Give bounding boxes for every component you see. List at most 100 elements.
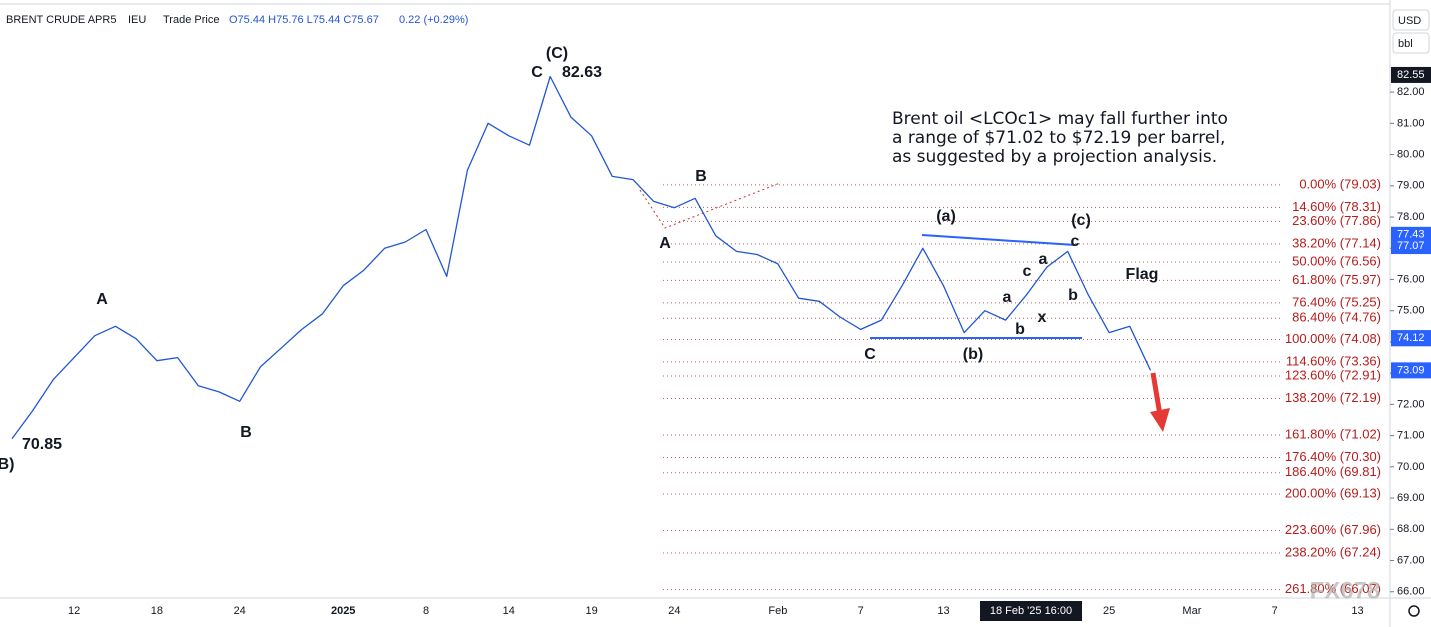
wave-label: (a) bbox=[936, 208, 956, 225]
fib-label: 238.20% (67.24) bbox=[1285, 544, 1381, 559]
price-marker-label: 82.55 bbox=[1397, 69, 1425, 81]
wave-label: B bbox=[695, 168, 707, 185]
wave-label: B) bbox=[0, 456, 14, 473]
fib-label: 261.80% (66.07) bbox=[1285, 581, 1381, 596]
wave-label: (b) bbox=[963, 346, 983, 363]
price-type: Trade Price bbox=[163, 14, 219, 26]
fib-label: 161.80% (71.02) bbox=[1285, 426, 1381, 441]
settings-icon[interactable] bbox=[1408, 605, 1420, 617]
x-tick-label: 13 bbox=[1351, 605, 1363, 617]
x-tick-label: 7 bbox=[1272, 605, 1278, 617]
symbol: BRENT CRUDE APR5 bbox=[6, 14, 116, 26]
crosshair-box bbox=[980, 601, 1082, 621]
fib-levels: 0.00% (79.03) 14.60% (78.31)23.60% (77.86… bbox=[663, 176, 1381, 596]
price-marker bbox=[1391, 362, 1431, 379]
unit-selectors: USD bbl bbox=[1392, 9, 1430, 54]
x-tick-label: 12 bbox=[68, 605, 80, 617]
wave-labels: (C) C 82.63 B A A B 70.85 B) (a) (b) (c)… bbox=[0, 45, 1158, 473]
note-line: as suggested by a projection analysis. bbox=[892, 147, 1217, 167]
y-tick-label: 80.00 bbox=[1397, 148, 1425, 160]
y-tick-label: 82.00 bbox=[1397, 86, 1425, 98]
x-tick-label: Feb bbox=[768, 605, 787, 617]
note-line: Brent oil <LCOc1> may fall further into bbox=[892, 109, 1228, 129]
y-tick-label: 81.00 bbox=[1397, 117, 1425, 129]
note: Brent oil <LCOc1> may fall further into … bbox=[892, 109, 1228, 167]
fib-label: 61.80% (75.97) bbox=[1292, 272, 1381, 287]
fib-label: 176.40% (70.30) bbox=[1285, 449, 1381, 464]
note-line: a range of $71.02 to $72.19 per barrel, bbox=[892, 128, 1225, 148]
x-tick-label: 8 bbox=[423, 605, 429, 617]
x-tick-label: 2025 bbox=[331, 605, 355, 617]
y-tick-label: 69.00 bbox=[1397, 492, 1425, 504]
y-tick-label: 68.00 bbox=[1397, 523, 1425, 535]
plot bbox=[11, 75, 1152, 440]
fib-label: 23.60% (77.86) bbox=[1292, 213, 1381, 228]
y-tick-label: 75.00 bbox=[1397, 305, 1425, 317]
y-tick-label: 67.00 bbox=[1397, 554, 1425, 566]
fib-label: 76.40% (75.25) bbox=[1292, 294, 1381, 309]
unit-button[interactable] bbox=[1392, 32, 1430, 54]
price-line bbox=[11, 75, 1152, 440]
wave-label: C bbox=[531, 64, 543, 81]
wave-label: a bbox=[1039, 251, 1048, 268]
fib-label: 38.20% (77.14) bbox=[1292, 235, 1381, 250]
wave-label: c bbox=[1071, 233, 1080, 250]
x-tick-label: 14 bbox=[503, 605, 515, 617]
wave-label: a bbox=[1003, 289, 1012, 306]
wave-label: A bbox=[96, 291, 108, 308]
y-tick-label: 71.00 bbox=[1397, 430, 1425, 442]
wave-label: (c) bbox=[1071, 212, 1091, 229]
wave-label: (C) bbox=[546, 45, 568, 62]
y-tick-label: 70.00 bbox=[1397, 461, 1425, 473]
price-marker-label: 74.12 bbox=[1397, 332, 1425, 344]
wave-label: b bbox=[1015, 321, 1025, 338]
x-tick-label: 13 bbox=[937, 605, 949, 617]
price-marker bbox=[1391, 66, 1431, 83]
fib-label: 223.60% (67.96) bbox=[1285, 522, 1381, 537]
x-tick-label: 24 bbox=[234, 605, 246, 617]
price-marker-label: 77.43 bbox=[1397, 229, 1425, 241]
x-tick-label: 25 bbox=[1103, 605, 1115, 617]
wave-label: c bbox=[1023, 263, 1032, 280]
y-tick-label: 76.00 bbox=[1397, 273, 1425, 285]
flag-top-line bbox=[921, 234, 1076, 246]
y-tick-label: 72.00 bbox=[1397, 398, 1425, 410]
fib-label: 14.60% (78.31) bbox=[1292, 199, 1381, 214]
arrow-head bbox=[1150, 408, 1170, 432]
fib-label: 123.60% (72.91) bbox=[1285, 367, 1381, 382]
wave-label: Flag bbox=[1126, 266, 1159, 283]
currency-button[interactable] bbox=[1392, 9, 1430, 31]
currency[interactable]: USD bbox=[1398, 15, 1421, 27]
watermark: FX678 bbox=[1310, 577, 1381, 604]
fib-label: 114.60% (73.36) bbox=[1286, 353, 1381, 368]
wave-label: 82.63 bbox=[562, 64, 602, 81]
price-marker bbox=[1391, 238, 1431, 255]
crosshair-label: 18 Feb '25 16:00 bbox=[990, 605, 1072, 617]
fib-label: 200.00% (69.13) bbox=[1285, 485, 1381, 500]
x-tick-label: 19 bbox=[585, 605, 597, 617]
price-marker-label: 77.07 bbox=[1397, 240, 1425, 252]
unit[interactable]: bbl bbox=[1398, 38, 1413, 50]
y-tick-label: 78.00 bbox=[1397, 211, 1425, 223]
fib-label: 50.00% (76.56) bbox=[1292, 253, 1381, 268]
x-tick-label: 7 bbox=[858, 605, 864, 617]
wave-label: b bbox=[1068, 287, 1078, 304]
axes: 66.0067.0068.0069.0070.0071.0072.0073.00… bbox=[68, 66, 1431, 617]
fib-label: 0.00% (79.03) bbox=[1299, 176, 1381, 191]
wave-label: x bbox=[1038, 309, 1047, 326]
drawings bbox=[639, 182, 1170, 432]
ohlc: O75.44 H75.76 L75.44 C75.67 bbox=[229, 14, 379, 26]
wave-label: A bbox=[659, 235, 671, 252]
wave-label: 70.85 bbox=[22, 436, 62, 453]
fib-label: 186.40% (69.81) bbox=[1285, 464, 1381, 479]
x-tick-label: 18 bbox=[151, 605, 163, 617]
arrow-shaft bbox=[1150, 372, 1163, 416]
fib-label: 86.40% (74.76) bbox=[1292, 310, 1381, 325]
y-tick-label: 66.00 bbox=[1397, 586, 1425, 598]
wave-label: B bbox=[240, 424, 252, 441]
exchange: IEU bbox=[128, 14, 146, 26]
x-tick-label: Mar bbox=[1182, 605, 1201, 617]
x-tick-label: 24 bbox=[668, 605, 680, 617]
